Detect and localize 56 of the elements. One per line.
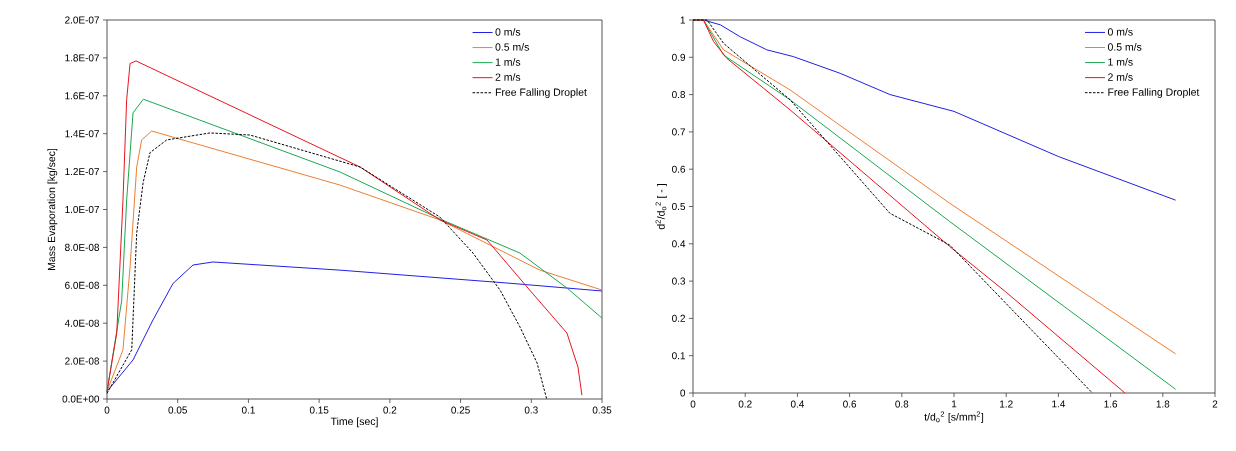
- y-tick-label: 0.4: [672, 240, 686, 248]
- x-tick-label: 2: [1212, 400, 1218, 408]
- legend-label: 1 m/s: [1108, 58, 1133, 66]
- x-tick-label: 0: [104, 406, 110, 414]
- y-tick-label: 2.0E-08: [65, 357, 100, 365]
- legend-label: 2 m/s: [1108, 73, 1133, 81]
- line-series: [106, 261, 603, 392]
- x-tick-label: 0.4: [790, 400, 805, 408]
- x-axis-title: Time [sec]: [330, 417, 378, 428]
- y-tick-label: 0.0E+00: [62, 395, 100, 403]
- x-tick-label: 0.2: [383, 406, 397, 414]
- y-axis-title: d$^{2}$/d$_{o}$$^{2}$ [ - ]: [655, 184, 667, 230]
- x-tick-label: 1.2: [1000, 400, 1013, 408]
- y-tick-label: 0: [680, 389, 686, 397]
- x-tick-label: 0.1: [241, 406, 255, 414]
- legend-label: 0.5 m/s: [1107, 42, 1142, 51]
- y-tick-label: 0.9: [672, 53, 686, 61]
- y-tick-label: 1: [680, 16, 686, 24]
- y-tick-label: 0.8: [672, 91, 686, 99]
- y-tick-label: 1.0E-07: [65, 205, 99, 214]
- y-tick-label: 0.5: [672, 202, 686, 211]
- legend-label: Free Falling Droplet: [495, 88, 587, 98]
- y-tick-label: 2.0E-07: [65, 16, 99, 24]
- x-tick-label: 0.2: [738, 400, 752, 408]
- y-tick-label: 1.8E-07: [65, 54, 99, 62]
- x-tick-label: 0.15: [309, 406, 329, 414]
- y-tick-label: 1.6E-07: [65, 92, 99, 100]
- x-tick-label: 0.35: [592, 406, 612, 414]
- y-axis-title: Mass Evaporation [kg/sec]: [47, 148, 58, 270]
- y-tick-label: 0.7: [672, 128, 685, 136]
- legend-label: 0.5 m/s: [495, 43, 529, 51]
- x-tick-label: 1: [952, 400, 957, 408]
- x-tick-label: 0.25: [451, 406, 470, 414]
- legend-label: 0 m/s: [1107, 27, 1133, 36]
- y-tick-label: 0.2: [672, 314, 685, 322]
- x-tick-label: 0.6: [843, 400, 857, 408]
- y-tick-label: 1.4E-07: [65, 130, 99, 138]
- y-tick-label: 0.1: [672, 352, 686, 360]
- x-tick-label: 0.05: [168, 406, 187, 414]
- legend-label: 0 m/s: [495, 27, 521, 36]
- y-tick-label: 1.2E-07: [65, 168, 99, 176]
- y-tick-label: 0.3: [672, 277, 686, 285]
- legend-label: 2 m/s: [495, 73, 521, 81]
- x-tick-label: 1.6: [1104, 400, 1118, 408]
- legend-label: Free Falling Droplet: [1108, 88, 1200, 98]
- x-tick-label: 1.4: [1052, 400, 1066, 408]
- x-tick-label: 0.8: [895, 400, 909, 408]
- y-tick-label: 6.0E-08: [65, 281, 100, 289]
- y-tick-label: 4.0E-08: [64, 319, 100, 327]
- x-tick-label: 0: [690, 400, 696, 408]
- x-tick-label: 0.3: [524, 406, 538, 414]
- y-tick-label: 8.0E-08: [65, 243, 100, 251]
- x-axis-title: t/d$_{o}$$^{2}$ [s/mm$^{2}$]: [924, 411, 984, 423]
- legend-label: 1 m/s: [495, 58, 521, 66]
- x-tick-label: 1.8: [1156, 400, 1170, 408]
- y-tick-label: 0.6: [672, 165, 686, 173]
